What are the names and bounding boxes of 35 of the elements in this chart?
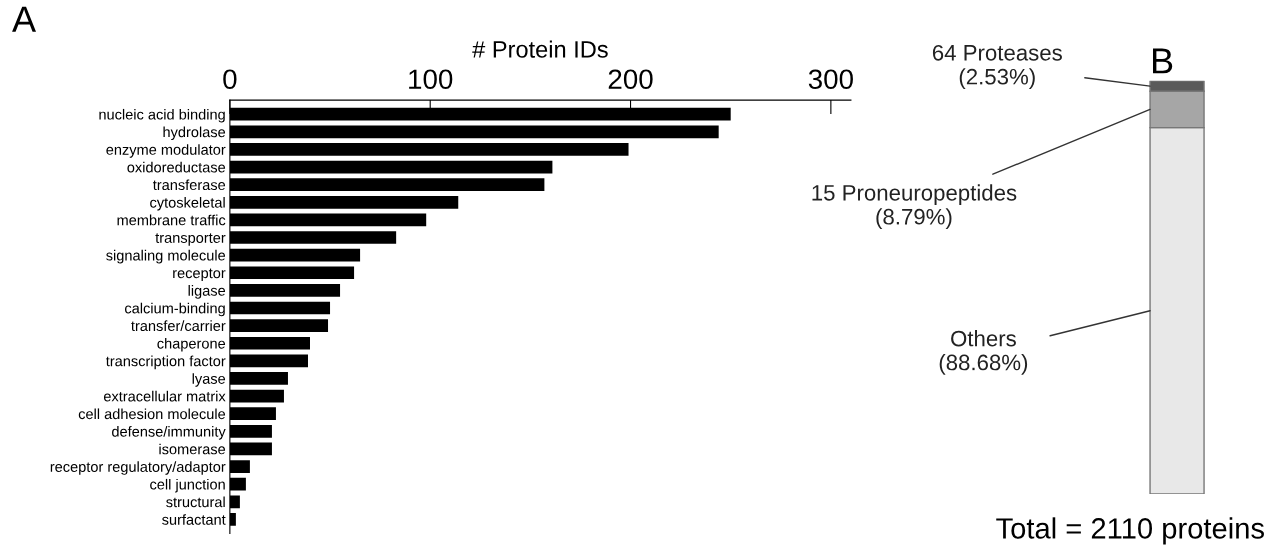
- y-tick-label: enzyme modulator: [106, 144, 226, 158]
- y-tick-label: chaperone: [157, 337, 226, 352]
- y-tick-label: calcium-binding: [125, 302, 225, 317]
- y-tick-label: oxidoreductase: [127, 161, 226, 173]
- y-tick-label: receptor regulatory/adaptor: [50, 461, 226, 475]
- y-tick-label: defense/immunity: [112, 426, 226, 440]
- y-tick-label: cell adhesion molecule: [78, 408, 226, 420]
- y-tick-label: lyase: [192, 373, 226, 387]
- y-tick-label: ligase: [188, 285, 226, 299]
- y-tick-label: isomerase: [159, 443, 226, 455]
- y-tick-label: structural: [166, 496, 225, 508]
- text: Total = 2110 proteins: [996, 517, 1264, 545]
- y-tick-label: transfer/carrier: [131, 320, 226, 332]
- chart-title: B: [1153, 48, 1173, 74]
- x-tick-label: 200: [608, 69, 653, 90]
- y-tick-label: cytoskeletal: [150, 197, 225, 211]
- y-tick-label: transferase: [152, 179, 226, 191]
- data-label: 15 Proneuropeptides (8.79%): [812, 184, 1017, 229]
- x-tick-label: 100: [409, 69, 453, 90]
- data-label: 64 Proteases (2.53%): [932, 44, 1062, 89]
- x-axis-title: # Protein IDs: [472, 40, 608, 58]
- y-tick-label: surfactant: [162, 514, 226, 525]
- data-label: Others (88.68%): [939, 330, 1028, 375]
- y-tick-label: membrane traffic: [117, 214, 226, 226]
- x-tick-label: 300: [808, 69, 853, 90]
- y-tick-label: cell junction: [150, 478, 225, 493]
- y-tick-label: transporter: [155, 233, 226, 246]
- y-tick-label: nucleic acid binding: [99, 108, 225, 123]
- y-tick-label: transcription factor: [105, 355, 226, 370]
- y-tick-label: hydrolase: [163, 126, 226, 141]
- y-tick-label: signaling molecule: [106, 249, 226, 264]
- y-tick-label: extracellular matrix: [103, 390, 226, 402]
- x-tick-label: 0: [223, 69, 237, 90]
- chart-title: A: [12, 6, 37, 32]
- y-tick-label: receptor: [173, 268, 226, 282]
